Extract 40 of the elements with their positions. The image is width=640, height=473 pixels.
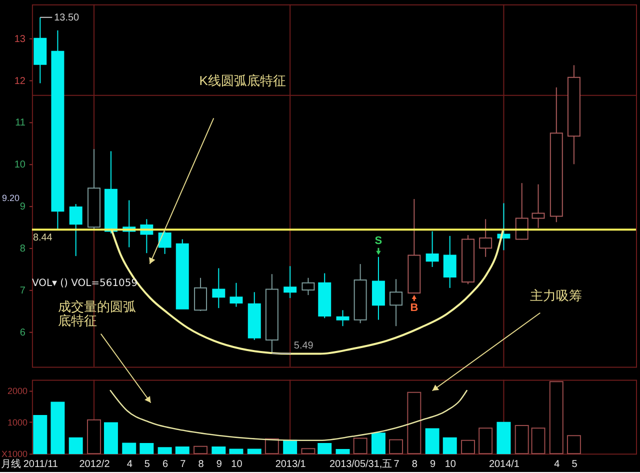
y-tick-label: 6 [20,327,26,338]
x-tick-label: 5 [144,459,150,470]
y-tick-label: 1000 [8,418,28,428]
text: 9.20 [2,193,20,204]
annotation: 主力吸筹 [530,288,582,303]
x-tick-label: 8 [412,459,418,470]
x-tick-label: 2012/2 [79,459,110,470]
x-tick-label: 6 [162,459,169,470]
annotation: 13.50 [54,12,80,24]
x-tick-label: 9 [216,459,222,470]
annotation: 成交量的圆弧底特征 [58,298,136,328]
annotation: 5.49 [294,340,314,352]
x-tick-label: 2013/1 [275,459,306,470]
x-tick-label: 2011/11 [23,459,58,470]
y-tick-label: 10 [14,160,26,171]
x-tick-label: 10 [231,459,243,470]
x-tick-label: 2014/1 [488,459,520,470]
x-tick-label: 2013/05/31,五 [329,459,392,470]
x-tick-label: 7 [180,459,186,470]
y-tick-label: 2000 [8,386,28,396]
x-tick-label: 5 [572,459,578,470]
y-tick-label: 13 [14,34,26,45]
annotation: S [374,234,382,247]
x-tick-label: 8 [198,459,204,470]
y-tick-label: 7 [20,286,26,297]
x-tick-label: 4 [126,459,133,470]
x-tick-label: 10 [444,459,456,470]
y-tick-label: 8 [20,244,26,255]
x-tick-label: 7 [394,459,400,470]
x-tick-label: 4 [554,459,560,470]
chart-title: VOL▾ () VOL=561059 [32,278,138,289]
y-tick-label: X1000 [2,449,28,460]
x-tick-label: 9 [430,459,436,470]
y-tick-label: 12 [14,76,26,87]
y-tick-label: 11 [15,118,26,129]
annotation: K线圆弧底特征 [199,73,286,88]
text: 月线 [1,458,21,470]
annotation: B [410,302,418,314]
ref-line-label: 8.44 [32,232,53,244]
y-tick-label: 9 [20,202,26,213]
